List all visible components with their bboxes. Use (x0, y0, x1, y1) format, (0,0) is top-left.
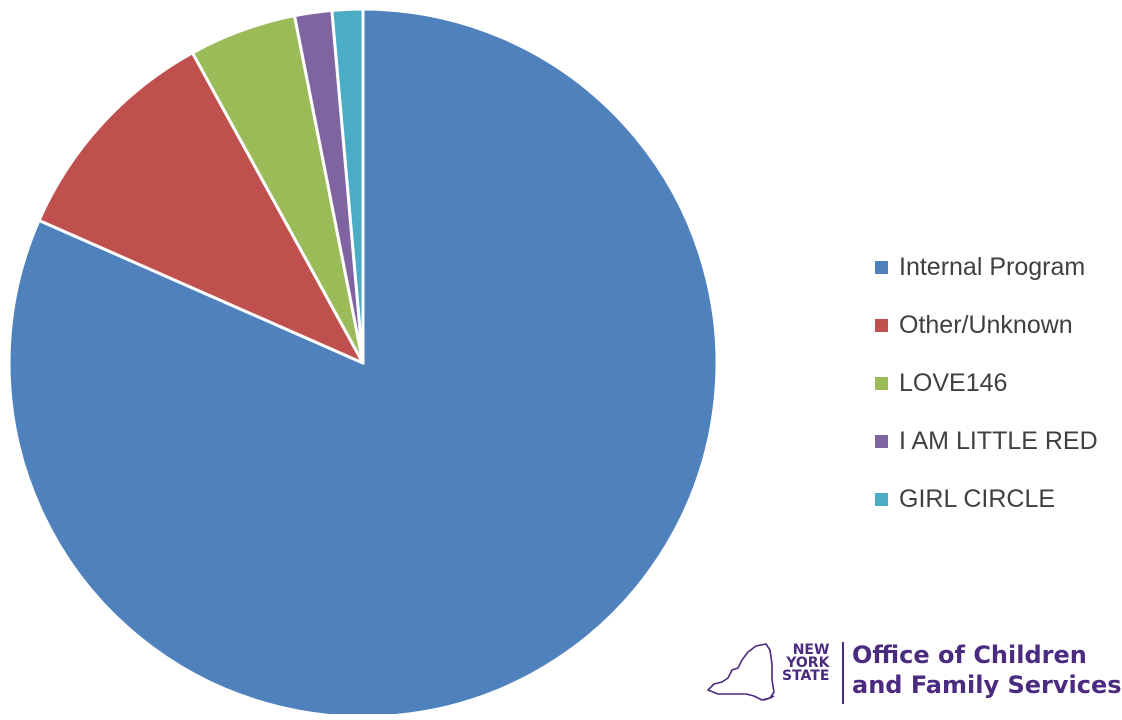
legend-swatch-internal-program (875, 260, 888, 274)
legend-item-i-am-little-red: I AM LITTLE RED (875, 412, 1098, 470)
legend-item-love146: LOVE146 (875, 354, 1098, 412)
new-york-state-map-icon (707, 643, 775, 701)
logo-org-name: Office of Children and Family Services (852, 640, 1122, 700)
pie-slice-girl-circle (330, 7, 365, 365)
legend-swatch-girl-circle (875, 492, 888, 506)
legend-item-other-unknown: Other/Unknown (875, 296, 1098, 354)
legend-swatch-love146 (875, 376, 888, 390)
logo-state-line: NEW (792, 642, 830, 658)
logo-org-line: Office of Children (852, 641, 1087, 669)
pie-slice-other-unknown (37, 51, 365, 365)
legend-item-internal-program: Internal Program (875, 238, 1098, 296)
legend-label-girl-circle: GIRL CIRCLE (899, 484, 1056, 513)
logo-org-line: and Family Services (852, 671, 1122, 699)
legend-label-i-am-little-red: I AM LITTLE RED (899, 426, 1098, 455)
ocfs-logo: NEW YORK STATE Office of Children and Fa… (706, 640, 1122, 720)
chart-legend: Internal Program Other/Unknown LOVE146 I… (875, 238, 1098, 528)
legend-label-internal-program: Internal Program (899, 252, 1086, 281)
pie-slice-internal-program (7, 7, 719, 714)
pie-chart (7, 7, 719, 714)
logo-divider (842, 642, 844, 704)
legend-item-girl-circle: GIRL CIRCLE (875, 470, 1098, 528)
logo-state-line: YORK (786, 655, 830, 671)
logo-state-line: STATE (782, 668, 830, 684)
logo-state-wordmark: NEW YORK STATE (782, 642, 830, 684)
legend-swatch-i-am-little-red (875, 434, 888, 448)
legend-label-love146: LOVE146 (899, 368, 1008, 397)
legend-label-other-unknown: Other/Unknown (899, 310, 1073, 339)
legend-swatch-other-unknown (875, 318, 888, 332)
